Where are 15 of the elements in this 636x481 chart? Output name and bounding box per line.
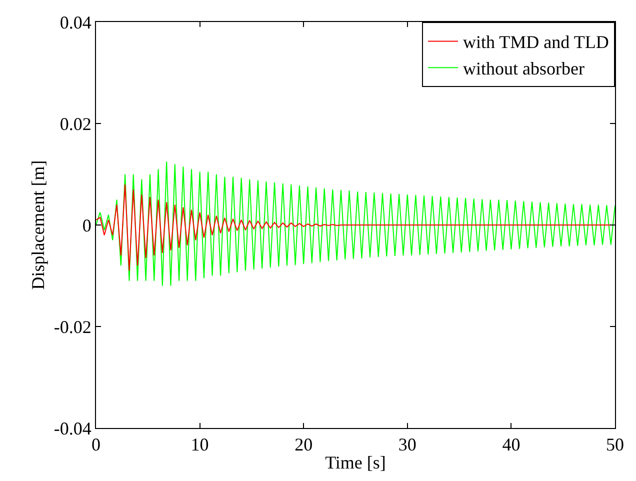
y-tick-label: 0.02 xyxy=(60,114,92,134)
legend-label: with TMD and TLD xyxy=(463,32,609,52)
x-tick-label: 50 xyxy=(606,434,624,455)
y-tick-label: -0.02 xyxy=(54,316,92,337)
x-tick-label: 20 xyxy=(294,434,313,455)
y-axis-title: Displacement [m] xyxy=(28,160,48,290)
y-tick-label: -0.04 xyxy=(54,418,92,438)
y-tick-label: 0.04 xyxy=(60,12,92,32)
x-tick-label: 40 xyxy=(502,434,520,455)
line-series xyxy=(96,161,615,286)
x-tick-label: 10 xyxy=(190,434,209,455)
x-axis-title: Time [s] xyxy=(325,452,386,473)
x-tick-label: 30 xyxy=(398,434,416,455)
y-tick-label: 0 xyxy=(82,215,92,236)
legend-label: without absorber xyxy=(463,58,584,79)
